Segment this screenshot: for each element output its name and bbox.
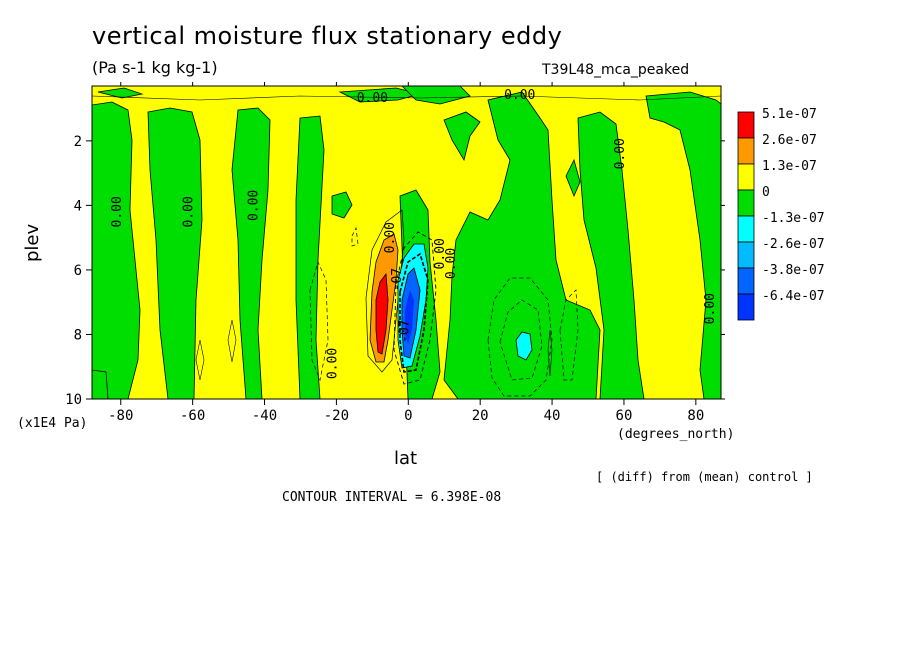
colorbar-label: -1.3e-07 — [762, 211, 825, 226]
green-region — [565, 158, 581, 198]
x-tick-label: -60 — [180, 408, 205, 424]
dashed-contour — [487, 277, 553, 397]
y-tick-label: 6 — [74, 263, 82, 279]
colorbar-swatch — [737, 189, 755, 217]
x-tick-label: -20 — [324, 408, 349, 424]
green-regions — [92, 86, 721, 399]
x-tick-label: 80 — [687, 408, 704, 424]
green-region — [338, 87, 422, 103]
y-axis-unit: (x1E4 Pa) — [17, 416, 88, 431]
colorbar-label: -2.6e-07 — [762, 237, 825, 252]
green-region — [231, 107, 271, 399]
cyan-spot — [515, 331, 533, 361]
colorbar-swatch — [737, 111, 755, 139]
colorbar-swatch — [737, 293, 755, 321]
contour-label: 0.00 — [613, 138, 628, 169]
dashed-contour — [393, 231, 437, 385]
x-tick-label: 60 — [616, 408, 633, 424]
green-region — [295, 115, 325, 399]
y-tick-label: 2 — [74, 134, 82, 150]
diff-note: [ (diff) from (mean) control ] — [596, 470, 813, 484]
green-region — [443, 91, 601, 399]
green-region — [147, 107, 203, 399]
colorbar: 5.1e-07 2.6e-07 1.3e-07 0 -1.3e-07 -2.6e-07 -3… — [737, 107, 825, 321]
negative-core — [393, 231, 533, 385]
contour-line — [547, 329, 553, 377]
x-axis-unit: (degrees_north) — [617, 427, 735, 442]
x-tick-label: -80 — [108, 408, 133, 424]
contour-label: 0.00 — [246, 190, 261, 221]
contour-line — [195, 339, 205, 381]
contour-label: 0.00 — [433, 238, 448, 269]
green-region — [443, 111, 481, 162]
solid-contours — [92, 95, 721, 381]
contour-label: 0.00 — [110, 196, 125, 227]
contour-label: 0.00 — [325, 348, 340, 379]
axes: -80 -60 -40 -20 0 20 40 60 80 2 4 6 8 10 — [65, 82, 725, 424]
green-region — [97, 87, 144, 99]
contour-label: 0.00 — [504, 88, 535, 103]
contour-label: 0.00 — [444, 248, 459, 279]
green-region — [92, 369, 109, 399]
chart-units: (Pa s-1 kg kg-1) — [92, 58, 218, 77]
contour-label: -07 — [397, 319, 412, 342]
x-tick-label: 0 — [404, 408, 412, 424]
dashed-contour — [399, 252, 429, 373]
green-region — [645, 91, 721, 399]
dashed-contour — [499, 299, 543, 381]
colorbar-swatch — [737, 163, 755, 191]
y-tick-label: 8 — [74, 327, 82, 343]
x-tick-label: -40 — [252, 408, 277, 424]
dashed-contours — [309, 226, 579, 397]
colorbar-label: -6.4e-07 — [762, 289, 825, 304]
dashed-contour — [559, 289, 579, 381]
x-axis-label: lat — [394, 448, 418, 469]
plot-frame — [91, 85, 722, 400]
colorbar-swatch — [737, 215, 755, 243]
plot-area — [92, 86, 721, 399]
green-region — [331, 191, 353, 219]
contour-line — [227, 319, 237, 363]
contour-label: 0.00 — [703, 293, 718, 324]
colorbar-swatch — [737, 267, 755, 295]
contour-label: 0.00 — [383, 222, 398, 253]
colorbar-label: 0 — [762, 185, 770, 200]
contour-interval: CONTOUR INTERVAL = 6.398E-08 — [282, 490, 502, 505]
dashed-contour — [309, 260, 329, 382]
x-tick-label: 20 — [472, 408, 489, 424]
contour-label: 0.00 — [357, 91, 388, 106]
contour-label: -07 — [390, 268, 405, 291]
contour-labels: 0.00 0.00 0.000.000.000.000.000.00 0.000.00… — [110, 88, 718, 379]
contour-line — [92, 95, 721, 101]
contour-label: 0.00 — [182, 196, 197, 227]
colorbar-label: 5.1e-07 — [762, 107, 817, 122]
blue-strong-region — [405, 290, 414, 344]
positive-core — [365, 209, 405, 373]
x-tick-label: 40 — [544, 408, 561, 424]
colorbar-label: -3.8e-07 — [762, 263, 825, 278]
chart-title: vertical moisture flux stationary eddy — [92, 22, 563, 50]
red-region — [375, 272, 389, 355]
green-region — [92, 101, 141, 399]
colorbar-label: 2.6e-07 — [762, 133, 817, 148]
green-region — [577, 111, 645, 399]
colorbar-swatch — [737, 137, 755, 165]
model-name: T39L48_mca_peaked — [542, 62, 690, 78]
colorbar-label: 1.3e-07 — [762, 159, 817, 174]
y-tick-label: 4 — [74, 198, 82, 214]
y-tick-label: 10 — [65, 392, 82, 408]
colorbar-swatch — [737, 241, 755, 269]
